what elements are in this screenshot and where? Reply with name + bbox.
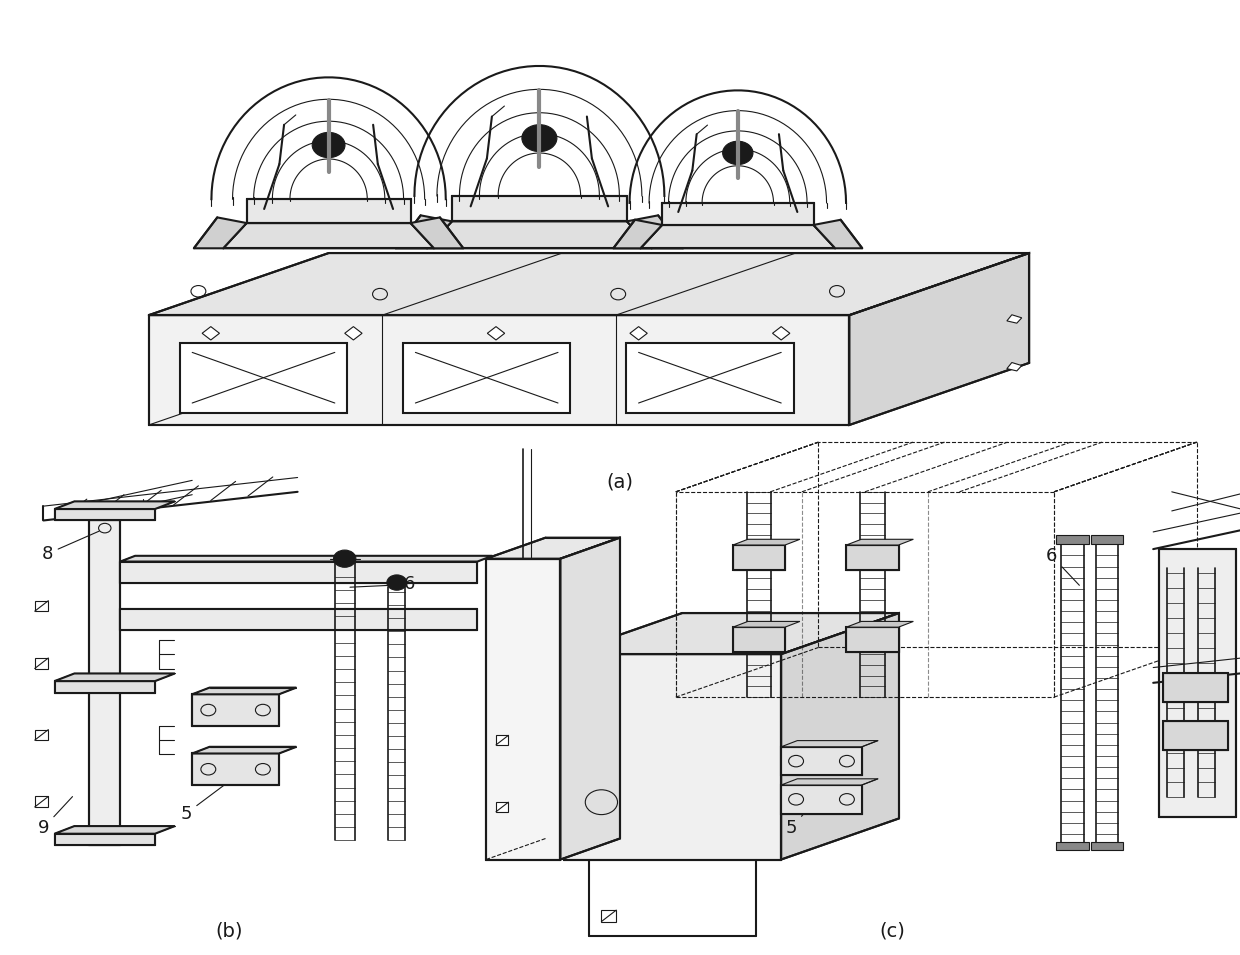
Polygon shape	[781, 779, 878, 785]
Text: (c): (c)	[880, 922, 905, 941]
Text: 5: 5	[180, 783, 227, 822]
Bar	[626, 343, 794, 413]
Text: (a): (a)	[606, 473, 634, 492]
Polygon shape	[149, 253, 1029, 315]
Polygon shape	[733, 545, 785, 570]
Polygon shape	[614, 220, 662, 248]
Bar	[1091, 842, 1123, 850]
Bar	[1091, 535, 1123, 544]
Polygon shape	[662, 202, 813, 225]
Polygon shape	[55, 681, 155, 692]
Polygon shape	[55, 826, 175, 834]
Bar	[180, 343, 347, 413]
Polygon shape	[451, 196, 627, 222]
Bar	[496, 735, 508, 745]
Polygon shape	[192, 688, 296, 694]
Bar	[35, 796, 48, 807]
Polygon shape	[120, 562, 477, 583]
Polygon shape	[247, 200, 410, 223]
Polygon shape	[1163, 673, 1228, 702]
Text: 6: 6	[350, 576, 415, 593]
Polygon shape	[564, 654, 781, 860]
Polygon shape	[120, 556, 492, 562]
Polygon shape	[55, 509, 155, 520]
Polygon shape	[55, 834, 155, 845]
Polygon shape	[627, 216, 683, 248]
Bar	[35, 601, 48, 611]
Text: 5: 5	[785, 796, 820, 837]
Polygon shape	[193, 218, 247, 248]
Polygon shape	[55, 501, 175, 509]
Bar	[35, 658, 48, 668]
Bar	[496, 802, 508, 812]
Bar	[1056, 535, 1089, 544]
Polygon shape	[781, 613, 899, 860]
Polygon shape	[149, 315, 849, 425]
Polygon shape	[410, 218, 464, 248]
Polygon shape	[733, 622, 800, 627]
Polygon shape	[1163, 721, 1228, 750]
Polygon shape	[847, 540, 914, 545]
Bar	[403, 343, 570, 413]
Circle shape	[334, 550, 356, 567]
Polygon shape	[120, 609, 477, 630]
Polygon shape	[345, 327, 362, 340]
Polygon shape	[781, 747, 862, 775]
Polygon shape	[486, 538, 620, 559]
Text: 9: 9	[37, 796, 72, 837]
Polygon shape	[487, 327, 505, 340]
Polygon shape	[1007, 363, 1022, 371]
Polygon shape	[847, 545, 899, 570]
Polygon shape	[781, 741, 878, 747]
Circle shape	[522, 125, 557, 152]
Polygon shape	[192, 694, 279, 726]
Bar	[601, 910, 616, 922]
Polygon shape	[630, 327, 647, 340]
Polygon shape	[560, 538, 620, 860]
Polygon shape	[733, 540, 800, 545]
Polygon shape	[781, 785, 862, 814]
Polygon shape	[223, 223, 434, 248]
Polygon shape	[192, 747, 296, 753]
Polygon shape	[847, 622, 914, 627]
Polygon shape	[773, 327, 790, 340]
Polygon shape	[202, 327, 219, 340]
Polygon shape	[847, 627, 899, 652]
Polygon shape	[1007, 315, 1022, 323]
Text: 8: 8	[41, 531, 99, 562]
Text: 6: 6	[1045, 547, 1079, 585]
Polygon shape	[640, 225, 836, 248]
Circle shape	[312, 133, 345, 158]
Circle shape	[723, 141, 753, 164]
Polygon shape	[55, 673, 175, 681]
Polygon shape	[733, 627, 785, 652]
Polygon shape	[813, 220, 862, 248]
Polygon shape	[564, 613, 899, 654]
Text: (b): (b)	[216, 922, 243, 941]
Bar	[1056, 842, 1089, 850]
Polygon shape	[427, 222, 652, 248]
Polygon shape	[396, 216, 451, 248]
Bar	[35, 730, 48, 740]
Polygon shape	[486, 559, 560, 860]
Polygon shape	[1159, 549, 1236, 817]
Polygon shape	[89, 520, 120, 845]
Circle shape	[387, 575, 407, 590]
Polygon shape	[849, 253, 1029, 425]
Polygon shape	[192, 753, 279, 785]
